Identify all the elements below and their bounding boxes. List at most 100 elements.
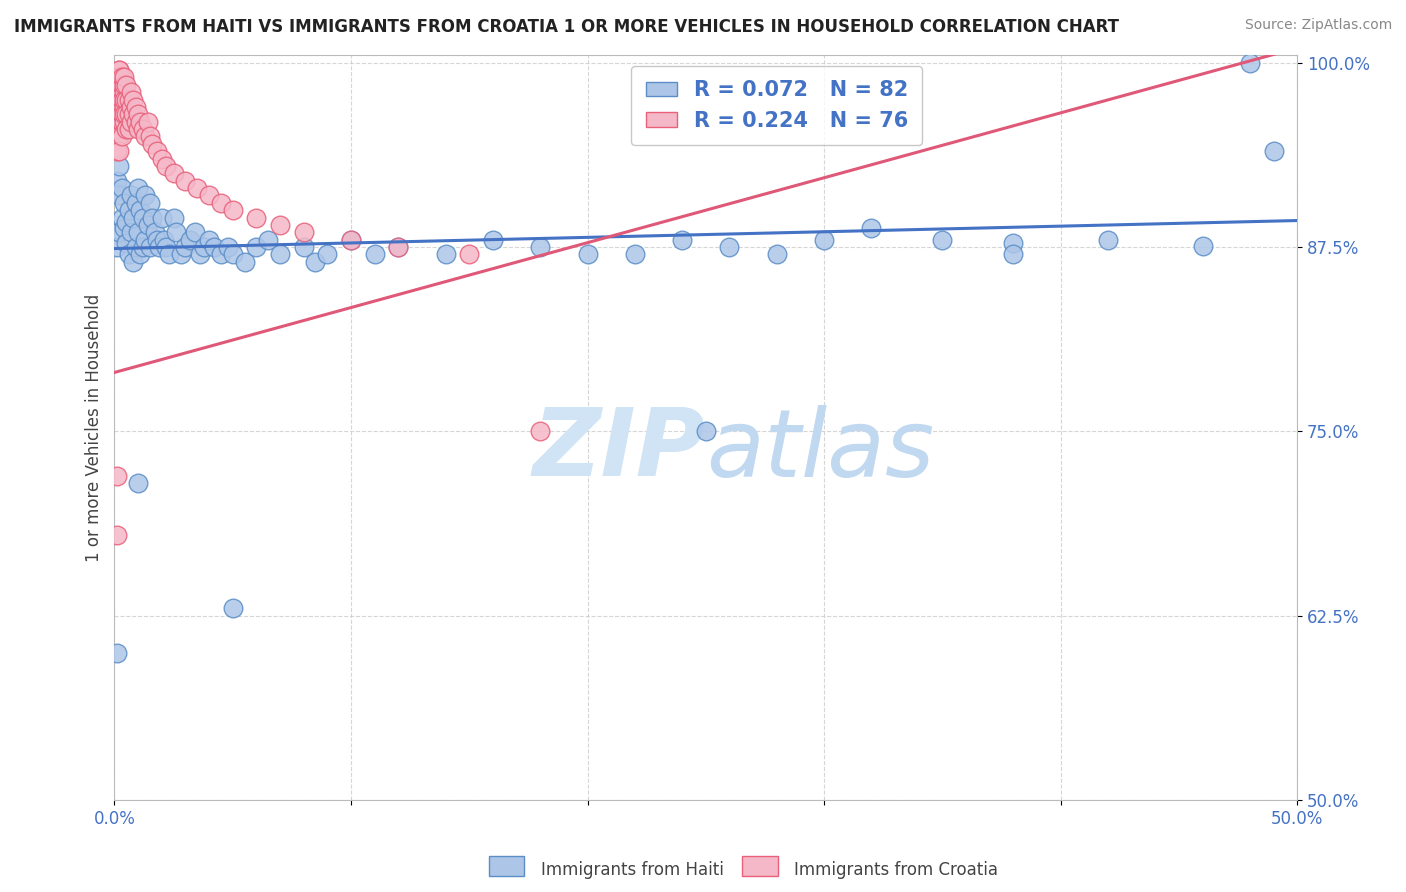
Point bbox=[139, 129, 162, 144]
Point bbox=[122, 255, 145, 269]
Point bbox=[108, 114, 131, 128]
Point bbox=[718, 240, 741, 254]
Point bbox=[115, 215, 138, 229]
Point bbox=[198, 188, 221, 202]
Point bbox=[110, 85, 132, 99]
Point bbox=[122, 211, 145, 225]
Point bbox=[105, 85, 128, 99]
Point bbox=[1002, 235, 1025, 250]
Point bbox=[110, 107, 132, 121]
Point bbox=[198, 233, 221, 247]
Point bbox=[105, 174, 128, 188]
Point bbox=[105, 122, 128, 136]
Point bbox=[209, 247, 232, 261]
Point bbox=[125, 114, 148, 128]
Point bbox=[110, 70, 132, 85]
Point bbox=[129, 247, 152, 261]
Point bbox=[112, 78, 135, 92]
Point bbox=[105, 527, 128, 541]
Point bbox=[112, 100, 135, 114]
Point bbox=[363, 247, 385, 261]
Point bbox=[139, 240, 162, 254]
Point bbox=[340, 233, 363, 247]
Point bbox=[108, 225, 131, 239]
Point bbox=[304, 255, 326, 269]
Point bbox=[233, 255, 256, 269]
Point bbox=[157, 247, 180, 261]
Point bbox=[112, 85, 135, 99]
Text: Immigrants from Haiti: Immigrants from Haiti bbox=[541, 861, 724, 879]
Point bbox=[292, 240, 315, 254]
Point bbox=[110, 211, 132, 225]
Point bbox=[105, 240, 128, 254]
Text: Source: ZipAtlas.com: Source: ZipAtlas.com bbox=[1244, 18, 1392, 32]
Text: IMMIGRANTS FROM HAITI VS IMMIGRANTS FROM CROATIA 1 OR MORE VEHICLES IN HOUSEHOLD: IMMIGRANTS FROM HAITI VS IMMIGRANTS FROM… bbox=[14, 18, 1119, 36]
Point bbox=[1239, 55, 1261, 70]
Point bbox=[105, 145, 128, 159]
Point bbox=[529, 240, 551, 254]
Point bbox=[148, 240, 170, 254]
Point bbox=[139, 195, 162, 210]
Point bbox=[132, 211, 155, 225]
Point bbox=[132, 240, 155, 254]
Point bbox=[105, 646, 128, 660]
Point bbox=[112, 70, 135, 85]
Point bbox=[165, 225, 187, 239]
Text: Immigrants from Croatia: Immigrants from Croatia bbox=[794, 861, 998, 879]
Point bbox=[108, 85, 131, 99]
Point bbox=[127, 225, 149, 239]
Point bbox=[117, 107, 139, 121]
Point bbox=[1097, 233, 1119, 247]
Point bbox=[108, 159, 131, 173]
Point bbox=[127, 476, 149, 491]
Point bbox=[153, 233, 176, 247]
Point bbox=[292, 225, 315, 239]
Point bbox=[105, 114, 128, 128]
Point bbox=[120, 85, 142, 99]
Point bbox=[150, 211, 173, 225]
Point bbox=[120, 225, 142, 239]
Point bbox=[193, 240, 215, 254]
Point bbox=[127, 107, 149, 121]
Point bbox=[129, 203, 152, 218]
Point bbox=[482, 233, 505, 247]
Point bbox=[120, 114, 142, 128]
Point bbox=[117, 122, 139, 136]
Point bbox=[134, 188, 156, 202]
Point bbox=[122, 93, 145, 107]
Text: atlas: atlas bbox=[706, 405, 934, 496]
Point bbox=[125, 240, 148, 254]
Point bbox=[458, 247, 481, 261]
Point bbox=[162, 211, 184, 225]
Point bbox=[115, 78, 138, 92]
Point bbox=[105, 468, 128, 483]
Point bbox=[117, 93, 139, 107]
Point bbox=[115, 107, 138, 121]
Point bbox=[221, 247, 243, 261]
Point bbox=[115, 122, 138, 136]
Point bbox=[125, 195, 148, 210]
Point bbox=[108, 63, 131, 78]
Point bbox=[110, 100, 132, 114]
Point bbox=[108, 70, 131, 85]
Point bbox=[112, 221, 135, 235]
Point bbox=[202, 240, 225, 254]
Point bbox=[112, 114, 135, 128]
Point bbox=[132, 122, 155, 136]
Point bbox=[1263, 145, 1285, 159]
Point bbox=[169, 247, 191, 261]
Text: ZIP: ZIP bbox=[533, 404, 706, 496]
Point bbox=[127, 122, 149, 136]
Point bbox=[209, 195, 232, 210]
Point bbox=[136, 218, 159, 232]
Point bbox=[217, 240, 239, 254]
Point bbox=[110, 181, 132, 195]
Point bbox=[931, 233, 953, 247]
Point bbox=[115, 235, 138, 250]
Point bbox=[127, 181, 149, 195]
Point bbox=[115, 93, 138, 107]
Point bbox=[671, 233, 693, 247]
Point bbox=[529, 425, 551, 439]
Point bbox=[576, 247, 599, 261]
Point bbox=[108, 100, 131, 114]
